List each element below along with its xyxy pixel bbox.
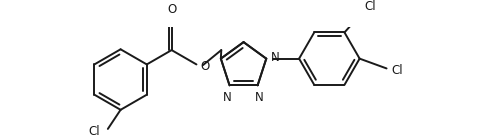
Text: N: N [255, 91, 263, 104]
Text: N: N [223, 91, 232, 104]
Text: O: O [200, 60, 210, 73]
Text: O: O [167, 3, 176, 16]
Text: Cl: Cl [88, 125, 100, 138]
Text: N: N [271, 51, 280, 64]
Text: Cl: Cl [391, 63, 403, 77]
Text: Cl: Cl [365, 0, 376, 13]
